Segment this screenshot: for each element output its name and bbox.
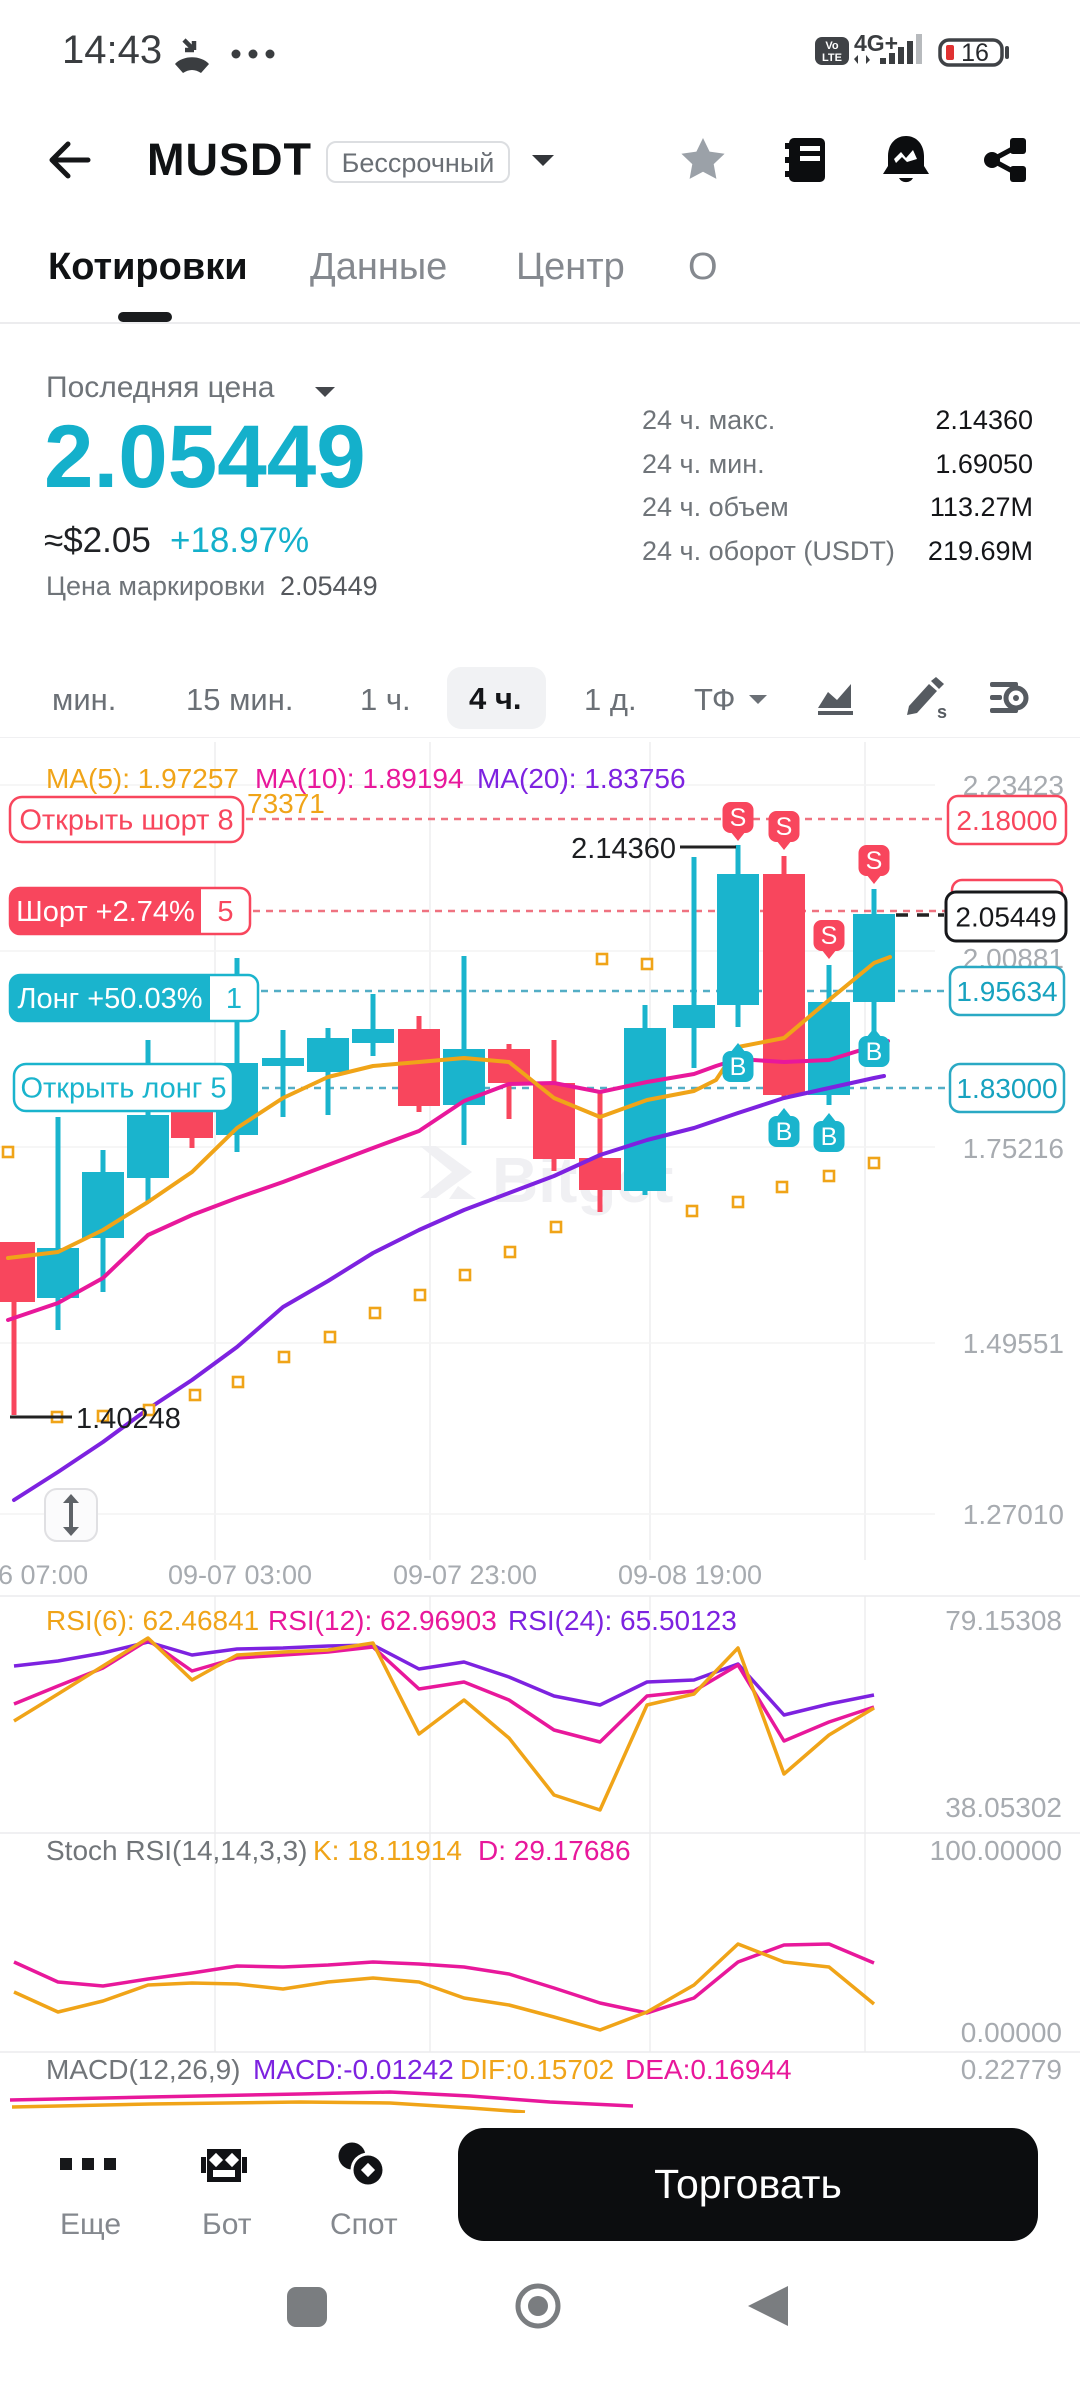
svg-text:D: 29.17686: D: 29.17686 — [478, 1835, 631, 1866]
svg-text:RSI(12): 62.96903: RSI(12): 62.96903 — [268, 1605, 497, 1636]
svg-text:1: 1 — [226, 983, 242, 1015]
svg-text:1.49551: 1.49551 — [963, 1328, 1064, 1359]
svg-text:1.27010: 1.27010 — [963, 1499, 1064, 1530]
svg-text:2.05449: 2.05449 — [955, 902, 1056, 933]
svg-text:1.40248: 1.40248 — [76, 1403, 181, 1435]
svg-text:Шорт +2.74%: Шорт +2.74% — [16, 896, 195, 928]
svg-text:MA(20): 1.83756: MA(20): 1.83756 — [477, 763, 686, 794]
svg-text:B: B — [821, 1123, 838, 1151]
svg-text:LTE: LTE — [822, 52, 842, 64]
svg-text:B: B — [730, 1053, 747, 1081]
svg-text:16: 16 — [961, 39, 989, 67]
svg-text:Открыть шорт 8: Открыть шорт 8 — [19, 805, 233, 837]
svg-text:MA(5): 1.97257: MA(5): 1.97257 — [46, 763, 239, 794]
svg-text:100.00000: 100.00000 — [930, 1835, 1062, 1866]
svg-text:RSI(6): 62.46841: RSI(6): 62.46841 — [46, 1605, 259, 1636]
svg-text:09-07 23:00: 09-07 23:00 — [393, 1560, 537, 1590]
svg-text:S: S — [730, 804, 747, 832]
svg-text:MA(10): 1.89194: MA(10): 1.89194 — [255, 763, 464, 794]
svg-text:DIF:0.15702: DIF:0.15702 — [460, 2054, 614, 2085]
svg-text:K: 18.11914: K: 18.11914 — [313, 1835, 462, 1866]
svg-text:09-07 03:00: 09-07 03:00 — [168, 1560, 312, 1590]
svg-text:79.15308: 79.15308 — [945, 1605, 1062, 1636]
svg-text:Vo: Vo — [825, 40, 839, 52]
svg-text:S: S — [866, 847, 883, 875]
svg-text:2.14360: 2.14360 — [571, 833, 676, 865]
svg-text:1.95634: 1.95634 — [956, 976, 1057, 1007]
svg-text:6 07:00: 6 07:00 — [0, 1560, 88, 1590]
svg-text:MACD(12,26,9): MACD(12,26,9) — [46, 2054, 241, 2085]
svg-text:s: s — [937, 702, 947, 720]
svg-text:B: B — [776, 1118, 793, 1146]
svg-text:S: S — [776, 813, 793, 841]
svg-text:DEA:0.16944: DEA:0.16944 — [625, 2054, 792, 2085]
svg-text:B: B — [866, 1038, 883, 1066]
svg-text:Открыть лонг 5: Открыть лонг 5 — [20, 1073, 226, 1105]
svg-text:Stoch RSI(14,14,3,3): Stoch RSI(14,14,3,3) — [46, 1835, 307, 1866]
svg-text:73371: 73371 — [247, 788, 325, 819]
svg-text:Лонг +50.03%: Лонг +50.03% — [17, 983, 202, 1015]
svg-text:0.22779: 0.22779 — [961, 2054, 1062, 2085]
svg-text:1.83000: 1.83000 — [956, 1073, 1057, 1104]
svg-text:5: 5 — [217, 896, 233, 928]
svg-text:2.18000: 2.18000 — [956, 805, 1057, 836]
svg-text:4G+: 4G+ — [854, 30, 898, 56]
svg-text:RSI(24): 65.50123: RSI(24): 65.50123 — [508, 1605, 737, 1636]
svg-text:MACD:-0.01242: MACD:-0.01242 — [253, 2054, 454, 2085]
svg-text:38.05302: 38.05302 — [945, 1792, 1062, 1823]
svg-text:1.75216: 1.75216 — [963, 1133, 1064, 1164]
svg-text:S: S — [821, 922, 838, 950]
svg-text:0.00000: 0.00000 — [961, 2017, 1062, 2048]
svg-text:09-08 19:00: 09-08 19:00 — [618, 1560, 762, 1590]
